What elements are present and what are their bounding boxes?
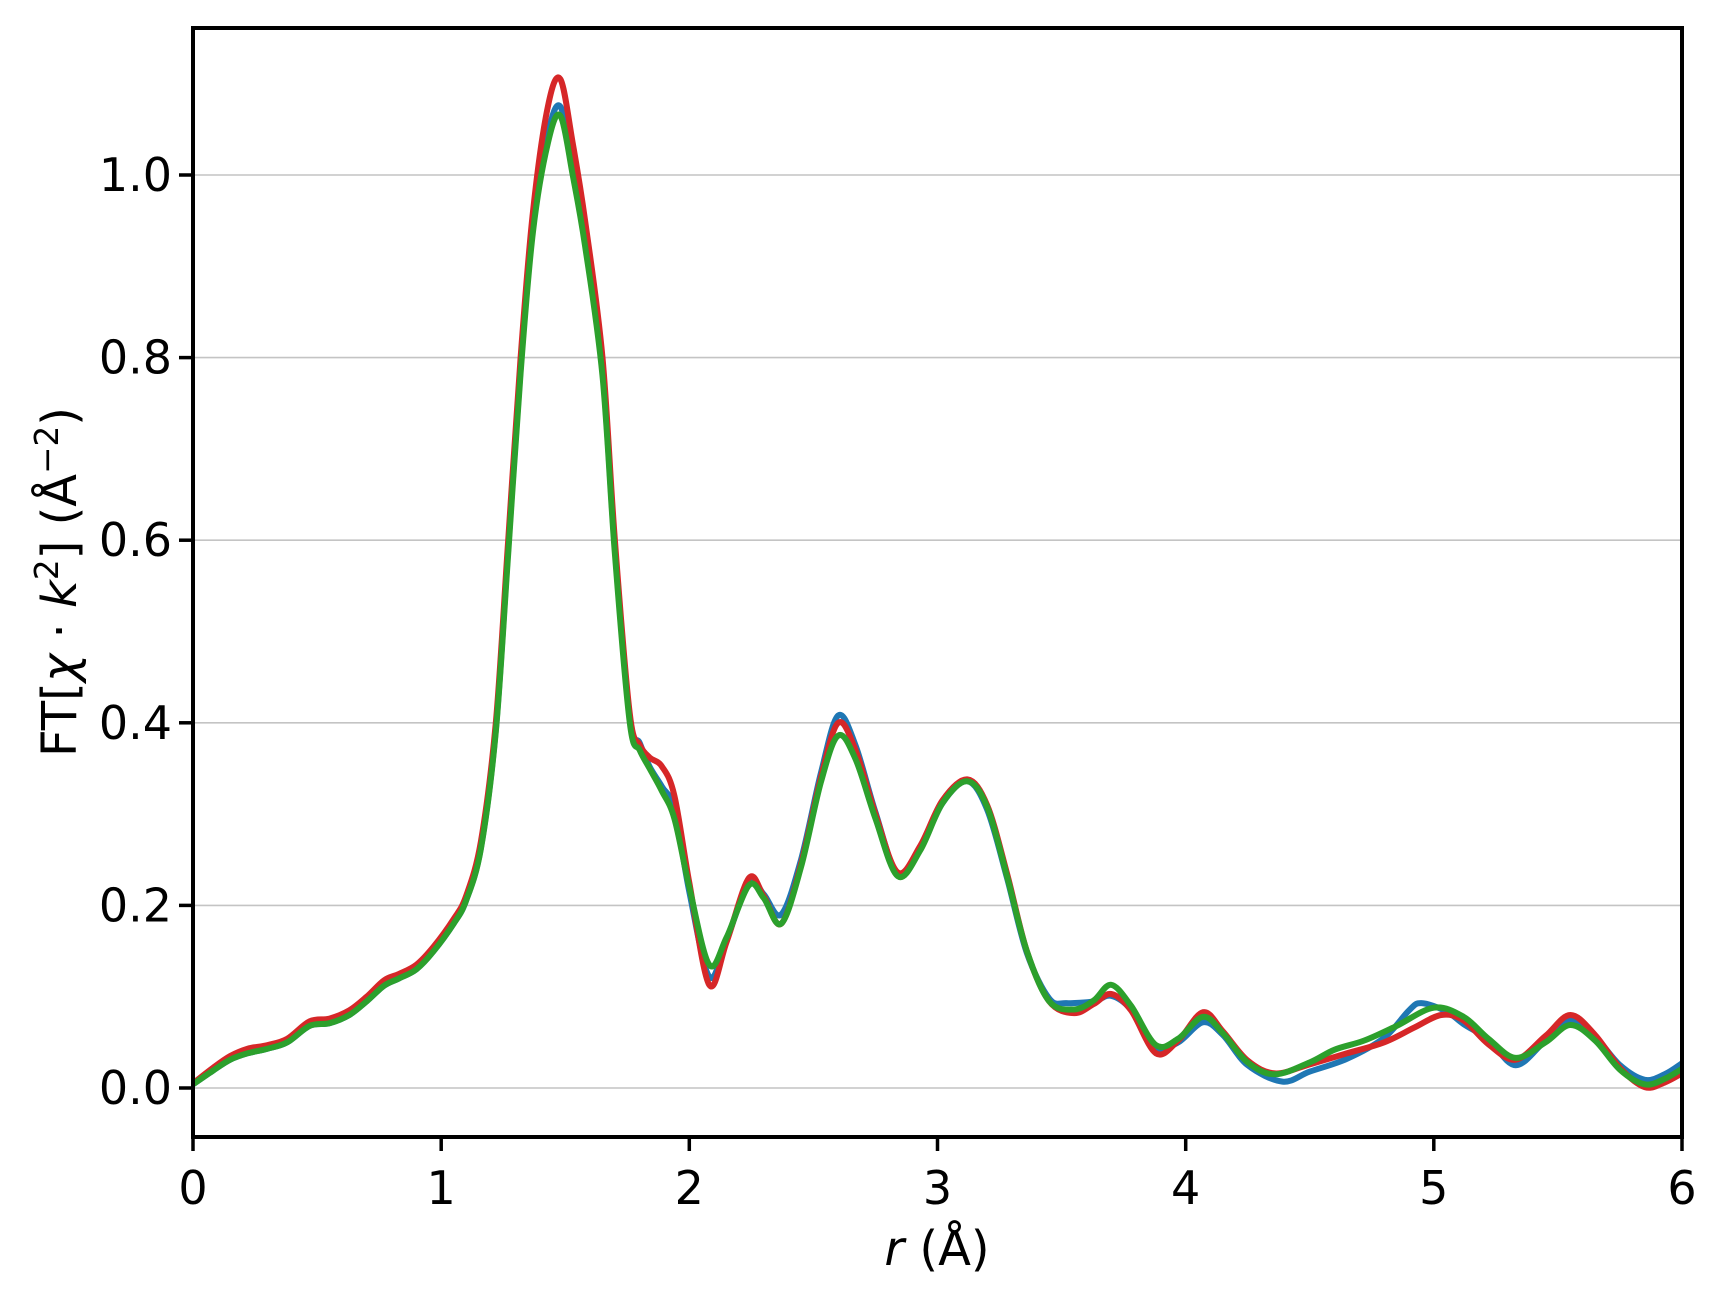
y-label-part: ] (Å bbox=[31, 473, 88, 560]
x-tick-label: 1 bbox=[427, 1161, 456, 1215]
y-label-k: k bbox=[31, 580, 88, 608]
x-axis-label-unit: (Å) bbox=[904, 1221, 990, 1277]
axis-ticks: 0 1 2 3 4 5 6 0.0 0.2 0.4 0.6 0.8 1.0 bbox=[99, 148, 1697, 1215]
x-axis-label-var: r bbox=[884, 1221, 905, 1277]
y-label-angstrom-exponent: −2 bbox=[28, 425, 67, 474]
y-axis-label: FT[χ · k2] (Å−2) bbox=[28, 407, 88, 757]
y-label-k-exponent: 2 bbox=[28, 559, 67, 581]
red-curve bbox=[193, 74, 1682, 1091]
y-label-part: FT[ bbox=[31, 682, 88, 757]
y-label-chi: χ bbox=[31, 653, 88, 683]
x-tick-label: 2 bbox=[675, 1161, 704, 1215]
x-tick-label: 5 bbox=[1419, 1161, 1448, 1215]
y-label-part: ) bbox=[31, 407, 88, 426]
y-tick-label: 0.0 bbox=[99, 1061, 172, 1115]
gridlines bbox=[193, 174, 1682, 1089]
x-tick-label: 3 bbox=[923, 1161, 952, 1215]
y-tick-label: 0.4 bbox=[99, 696, 172, 750]
blue-curve bbox=[193, 102, 1682, 1088]
y-tick-label: 1.0 bbox=[99, 148, 172, 202]
y-tick-label: 0.6 bbox=[99, 513, 172, 567]
y-label-dot: · bbox=[31, 607, 88, 654]
y-tick-label: 0.8 bbox=[99, 331, 172, 385]
x-axis-label: r (Å) bbox=[884, 1221, 989, 1277]
green-curve bbox=[193, 111, 1682, 1088]
y-tick-label: 0.2 bbox=[99, 878, 172, 932]
x-tick-label: 4 bbox=[1171, 1161, 1200, 1215]
x-tick-label: 6 bbox=[1667, 1161, 1696, 1215]
x-tick-label: 0 bbox=[178, 1161, 207, 1215]
curves bbox=[193, 74, 1682, 1091]
